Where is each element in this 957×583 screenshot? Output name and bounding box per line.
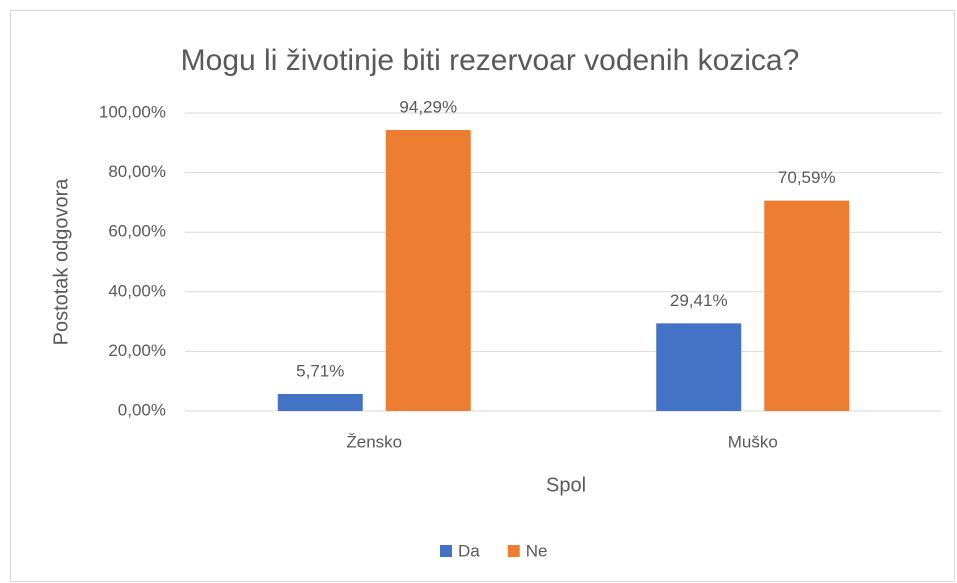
bar (764, 200, 850, 411)
data-label: 29,41% (670, 291, 728, 310)
y-tick-label: 60,00% (108, 222, 166, 241)
y-tick-label: 0,00% (118, 400, 166, 419)
x-tick-label: Muško (728, 432, 778, 451)
legend-label: Da (458, 541, 480, 560)
y-tick-label: 80,00% (108, 162, 166, 181)
data-label: 70,59% (778, 168, 836, 187)
legend-label: Ne (526, 541, 548, 560)
legend-swatch (440, 545, 452, 557)
bar (385, 130, 471, 411)
x-tick-label: Žensko (346, 432, 402, 451)
data-label: 5,71% (296, 361, 344, 380)
chart-title: Mogu li životinje biti rezervoar vodenih… (181, 44, 800, 77)
y-tick-label: 40,00% (108, 281, 166, 300)
y-tick-label: 100,00% (99, 102, 166, 121)
data-label: 94,29% (399, 98, 457, 117)
bar (277, 393, 363, 411)
legend-swatch (507, 545, 520, 557)
x-axis-title: Spol (546, 474, 586, 496)
y-tick-label: 20,00% (108, 341, 166, 360)
bar (656, 323, 742, 411)
y-axis-title: Postotak odgovora (50, 178, 72, 346)
